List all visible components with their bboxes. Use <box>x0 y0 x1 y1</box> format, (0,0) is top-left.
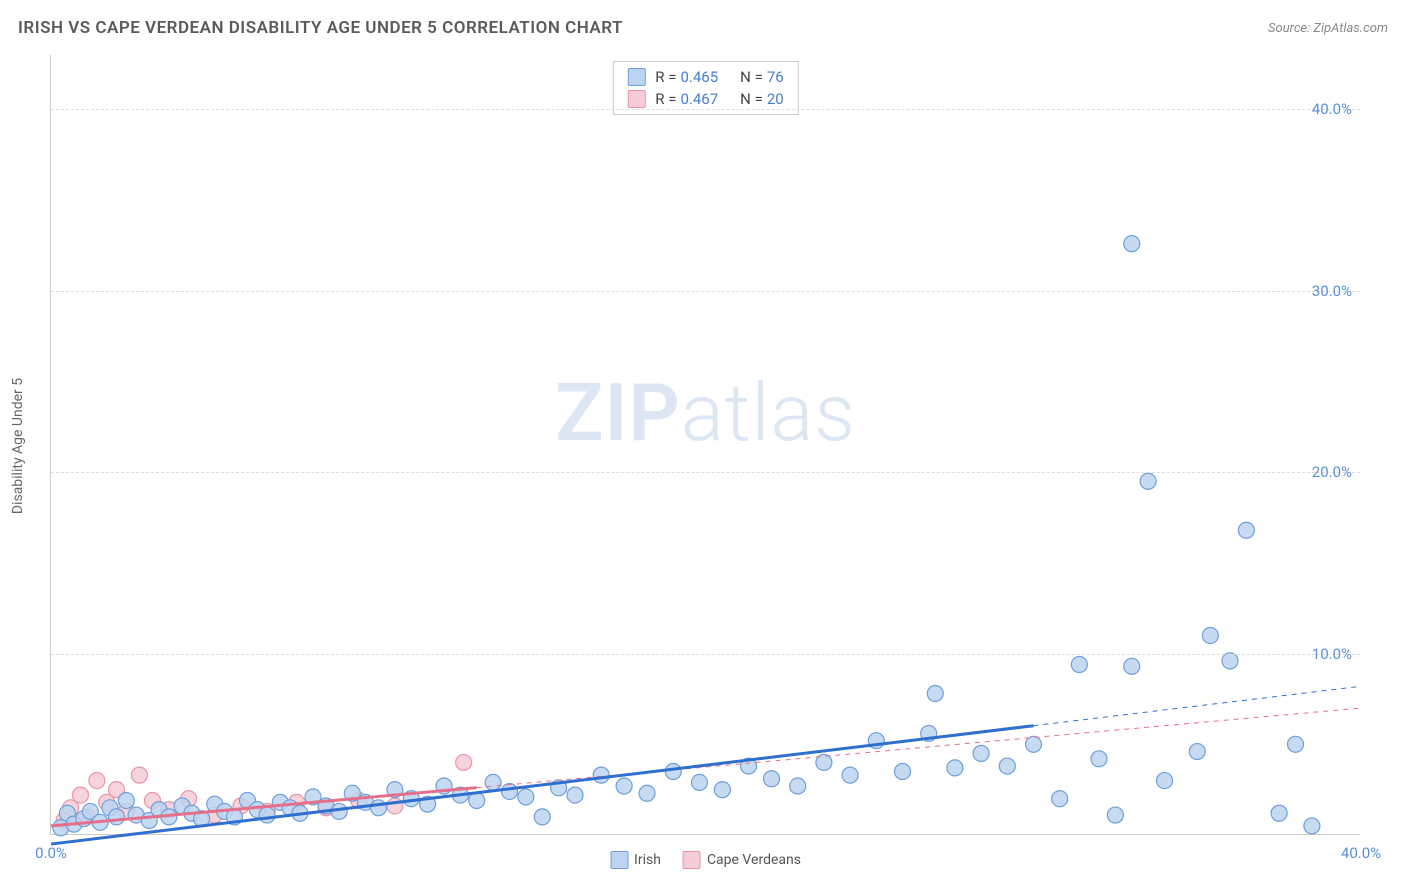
data-point <box>1140 473 1156 489</box>
data-point <box>895 764 911 780</box>
chart-svg <box>51 55 1360 834</box>
chart-title: IRISH VS CAPE VERDEAN DISABILITY AGE UND… <box>18 18 623 38</box>
gridline <box>51 291 1360 292</box>
data-point <box>616 778 632 794</box>
data-point <box>714 782 730 798</box>
data-point <box>118 793 134 809</box>
data-point <box>534 809 550 825</box>
data-point <box>1271 805 1287 821</box>
data-point <box>1124 658 1140 674</box>
ytick-label: 20.0% <box>1312 463 1352 481</box>
ytick-label: 10.0% <box>1312 645 1352 663</box>
gridline <box>51 654 1360 655</box>
data-point <box>790 778 806 794</box>
legend-item: Cape Verdeans <box>683 851 801 869</box>
data-point <box>502 783 518 799</box>
data-point <box>1026 736 1042 752</box>
data-point <box>639 785 655 801</box>
ytick-label: 30.0% <box>1312 282 1352 300</box>
data-point <box>387 798 403 814</box>
data-point <box>947 760 963 776</box>
legend-swatch <box>683 851 701 869</box>
data-point <box>1124 236 1140 252</box>
gridline <box>51 109 1360 110</box>
data-point <box>842 767 858 783</box>
data-point <box>567 787 583 803</box>
data-point <box>131 767 147 783</box>
data-point <box>1304 818 1320 834</box>
data-point <box>927 686 943 702</box>
data-point <box>72 787 88 803</box>
data-point <box>109 809 125 825</box>
legend-label: Cape Verdeans <box>707 852 801 868</box>
data-point <box>665 764 681 780</box>
chart-header: IRISH VS CAPE VERDEAN DISABILITY AGE UND… <box>18 18 1388 38</box>
y-axis-label: Disability Age Under 5 <box>10 378 26 514</box>
source-attribution: Source: ZipAtlas.com <box>1268 21 1388 36</box>
legend-label: Irish <box>634 852 661 868</box>
data-point <box>259 807 275 823</box>
legend-swatch <box>610 851 628 869</box>
xtick-label: 40.0% <box>1341 844 1381 862</box>
data-point <box>1157 773 1173 789</box>
plot-area: ZIPatlas R =0.465N =76R =0.467N =20 Iris… <box>50 55 1360 835</box>
data-point <box>691 774 707 790</box>
trend-line-extension <box>1034 686 1362 725</box>
trend-line <box>51 726 1034 844</box>
data-point <box>764 771 780 787</box>
legend-item: Irish <box>610 851 661 869</box>
series-legend: Irish Cape Verdeans <box>610 851 801 869</box>
data-point <box>1222 653 1238 669</box>
data-point <box>1202 627 1218 643</box>
data-point <box>1189 744 1205 760</box>
xtick-label: 0.0% <box>35 844 67 862</box>
data-point <box>485 774 501 790</box>
gridline <box>51 472 1360 473</box>
data-point <box>1288 736 1304 752</box>
data-point <box>456 754 472 770</box>
data-point <box>593 767 609 783</box>
data-point <box>371 800 387 816</box>
data-point <box>973 745 989 761</box>
data-point <box>518 789 534 805</box>
ytick-label: 40.0% <box>1312 100 1352 118</box>
data-point <box>1238 522 1254 538</box>
data-point <box>1071 656 1087 672</box>
data-point <box>999 758 1015 774</box>
data-point <box>1107 807 1123 823</box>
data-point <box>1091 751 1107 767</box>
data-point <box>1052 791 1068 807</box>
data-point <box>89 773 105 789</box>
